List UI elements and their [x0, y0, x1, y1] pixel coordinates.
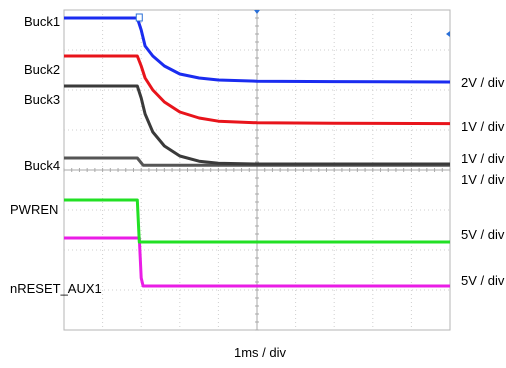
series-line-buck1 — [64, 16, 451, 84]
series-label-buck1: Buck1 — [24, 14, 60, 29]
grid — [63, 9, 451, 331]
series-label-buck2: Buck2 — [24, 62, 60, 77]
markers — [135, 10, 450, 37]
trigger-point-marker — [135, 13, 143, 22]
series-label-buck4: Buck4 — [24, 158, 60, 173]
x-axis-label: 1ms / div — [234, 345, 287, 360]
series-label-buck3: Buck3 — [24, 92, 60, 107]
scale-label-buck1: 2V / div — [461, 75, 505, 90]
scale-label-buck4: 1V / div — [461, 172, 505, 187]
scale-label-buck3: 1V / div — [461, 151, 505, 166]
series-line-nreset-aux1 — [64, 236, 450, 288]
series-line-pwren — [64, 198, 450, 244]
series-label-pwren: PWREN — [10, 202, 58, 217]
trigger-level-marker — [446, 31, 450, 37]
series-line-buck2 — [64, 54, 451, 126]
series-label-nreset-aux1: nRESET_AUX1 — [10, 281, 102, 296]
trigger-position-marker — [254, 10, 260, 14]
series-line-buck3 — [64, 84, 450, 166]
scale-label-pwren: 5V / div — [461, 227, 505, 242]
scale-label-buck2: 1V / div — [461, 119, 505, 134]
traces — [64, 16, 451, 288]
scale-label-nreset-aux1: 5V / div — [461, 273, 505, 288]
